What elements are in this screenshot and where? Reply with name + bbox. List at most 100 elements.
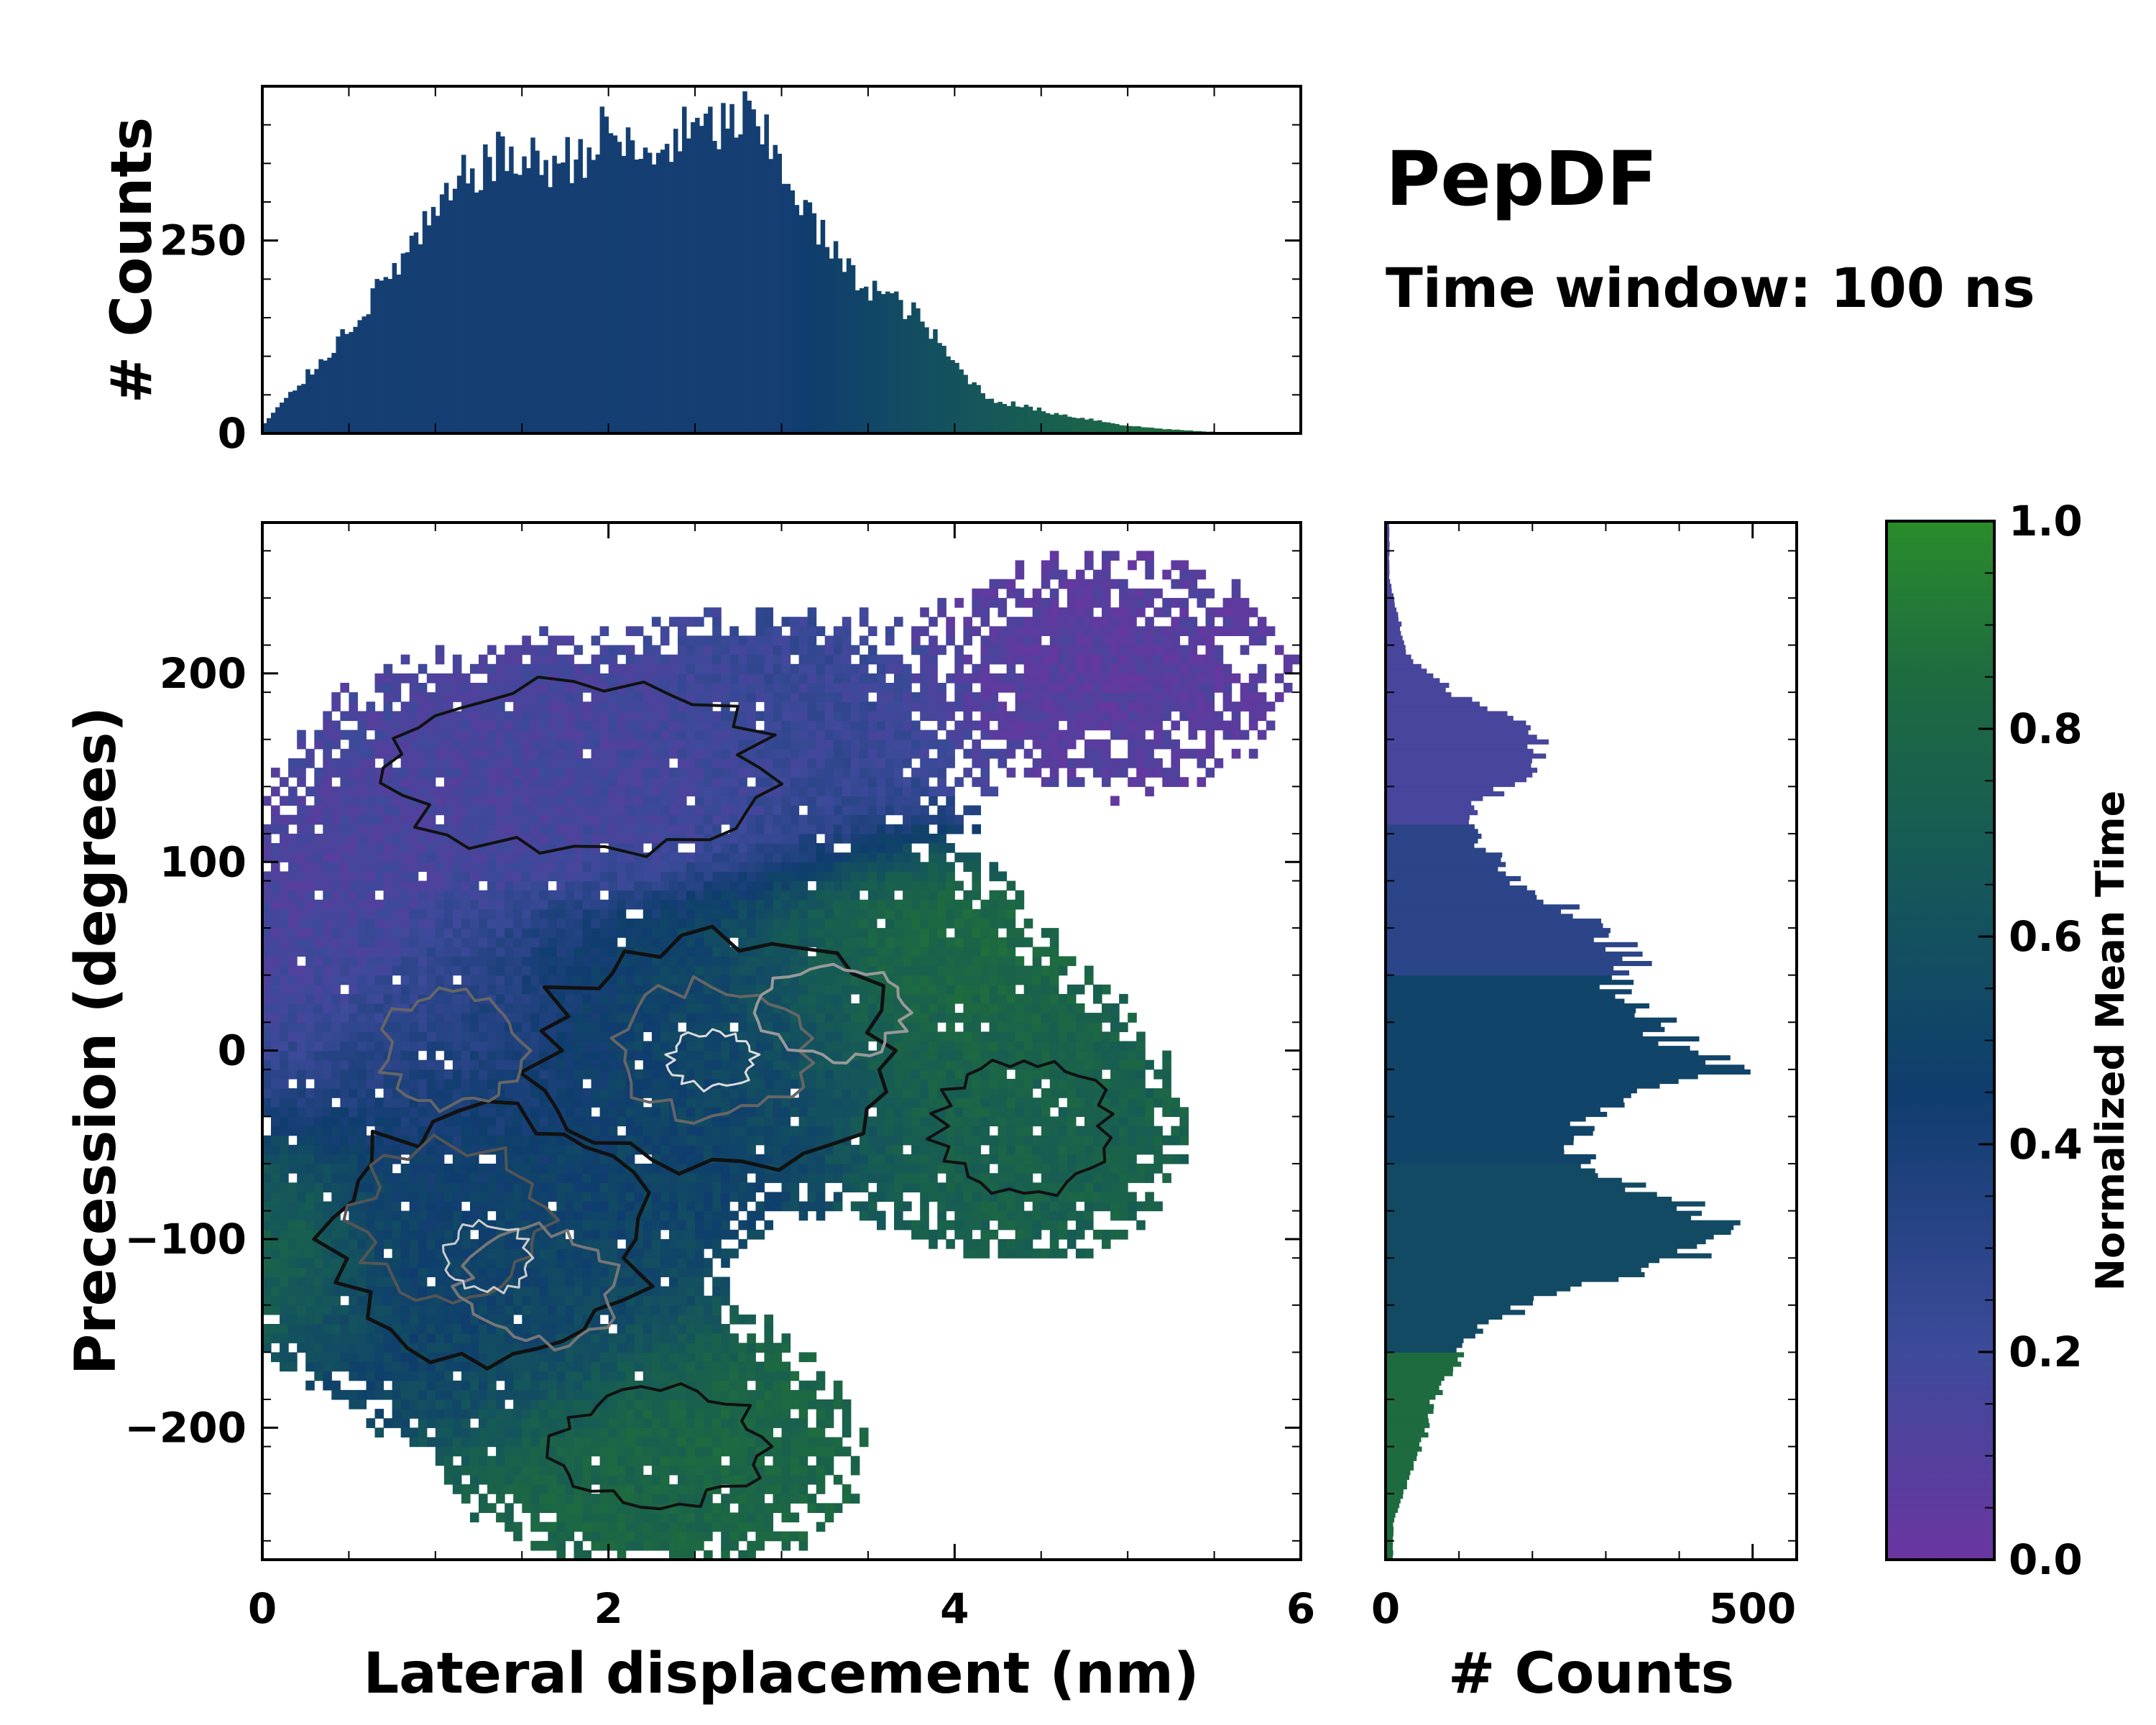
- heatmap-cell: [1015, 1013, 1025, 1023]
- heatmap-cell: [443, 956, 453, 967]
- heatmap-cell: [297, 1107, 306, 1117]
- heatmap-cell: [331, 1229, 341, 1240]
- heatmap-cell: [357, 937, 367, 947]
- heatmap-cell: [383, 1352, 393, 1363]
- heatmap-cell: [790, 1192, 800, 1202]
- heatmap-cell: [505, 1409, 514, 1419]
- heatmap-cell: [1015, 1098, 1025, 1108]
- heatmap-cell: [608, 1079, 618, 1089]
- heatmap-cell: [461, 1437, 471, 1448]
- heatmap-cell: [1006, 1013, 1016, 1023]
- heatmap-cell: [487, 1352, 497, 1363]
- heatmap-cell: [280, 1276, 289, 1287]
- heatmap-cell: [288, 965, 298, 976]
- heatmap-cell: [599, 1409, 609, 1419]
- heatmap-cell: [704, 937, 713, 947]
- heatmap-cell: [807, 1107, 817, 1117]
- heatmap-cell: [479, 1380, 488, 1391]
- heatmap-cell: [1023, 1107, 1033, 1117]
- heatmap-cell: [859, 1182, 869, 1192]
- heatmap-cell: [505, 1446, 514, 1457]
- heatmap-cell: [695, 1361, 704, 1372]
- heatmap-cell: [781, 947, 791, 957]
- heatmap-cell: [513, 1295, 522, 1306]
- heatmap-cell: [479, 1210, 488, 1221]
- heatmap-cell: [297, 1059, 306, 1070]
- heatmap-cell: [1145, 1116, 1154, 1127]
- top-histogram-bar: [466, 183, 471, 433]
- heatmap-cell: [548, 1352, 557, 1363]
- heatmap-cell: [608, 1229, 618, 1240]
- heatmap-cell: [435, 1418, 445, 1428]
- heatmap-cell: [747, 1079, 756, 1089]
- heatmap-cell: [790, 1059, 800, 1070]
- heatmap-cell: [669, 975, 678, 985]
- heatmap-cell: [435, 1220, 445, 1230]
- heatmap-cell: [634, 1050, 644, 1061]
- top-histogram-bar: [811, 213, 817, 433]
- heatmap-cell: [764, 1380, 773, 1391]
- heatmap-cell: [409, 1437, 419, 1448]
- top-histogram-bars: [262, 91, 1267, 434]
- heatmap-cell: [747, 1126, 756, 1136]
- heatmap-cell: [911, 1107, 921, 1117]
- heatmap-cell: [807, 1041, 817, 1052]
- heatmap-cell: [867, 1116, 877, 1127]
- heatmap-cell: [669, 1286, 678, 1297]
- heatmap-cell: [625, 1455, 635, 1466]
- heatmap-cell: [842, 937, 852, 947]
- heatmap-cell: [400, 1399, 410, 1409]
- heatmap-cell: [634, 1069, 644, 1080]
- heatmap-cell: [470, 1126, 479, 1136]
- heatmap-cell: [695, 1522, 704, 1532]
- heatmap-cell: [461, 1333, 471, 1343]
- heatmap-cell: [859, 1059, 869, 1070]
- heatmap-cell: [946, 956, 955, 967]
- heatmap-cell: [470, 1107, 479, 1117]
- heatmap-cell: [573, 1361, 584, 1372]
- heatmap-cell: [426, 1239, 436, 1249]
- heatmap-cell: [712, 1324, 722, 1334]
- heatmap-cell: [400, 984, 410, 995]
- heatmap-cell: [1032, 1022, 1042, 1032]
- heatmap-cell: [331, 1333, 341, 1343]
- heatmap-cell: [461, 1173, 471, 1183]
- heatmap-cell: [548, 1380, 557, 1391]
- heatmap-cell: [807, 1098, 817, 1108]
- heatmap-cell: [651, 1465, 661, 1476]
- heatmap-cell: [357, 1239, 367, 1249]
- heatmap-cell: [695, 1069, 704, 1080]
- heatmap-cell: [461, 1324, 471, 1334]
- heatmap-cell: [262, 1305, 272, 1315]
- top-histogram-bar: [854, 290, 860, 433]
- heatmap-cell: [522, 965, 531, 976]
- heatmap-cell: [608, 956, 618, 967]
- heatmap-cell: [1015, 1116, 1025, 1127]
- heatmap-cell: [487, 1399, 497, 1409]
- heatmap-cell: [894, 947, 903, 957]
- heatmap-cell: [824, 993, 834, 1004]
- heatmap-cell: [280, 1314, 289, 1325]
- heatmap-cell: [1110, 1201, 1120, 1212]
- heatmap-cell: [608, 1371, 618, 1381]
- heatmap-cell: [487, 1484, 497, 1494]
- heatmap-cell: [712, 1295, 722, 1306]
- heatmap-cell: [443, 1371, 453, 1381]
- heatmap-cell: [565, 1437, 575, 1448]
- heatmap-cell: [686, 1239, 696, 1249]
- figure-subtitle: Time window: 100 ns: [1386, 256, 2035, 320]
- heatmap-cell: [539, 1474, 548, 1485]
- heatmap-cell: [443, 1474, 453, 1485]
- heatmap-cell: [729, 1455, 739, 1466]
- heatmap-cell: [400, 1389, 410, 1400]
- heatmap-cell: [522, 1324, 531, 1334]
- heatmap-cell: [729, 1418, 739, 1428]
- heatmap-cell: [582, 1333, 592, 1343]
- top-histogram-bar: [617, 142, 622, 434]
- heatmap-cell: [686, 1229, 696, 1240]
- heatmap-cell: [479, 1399, 488, 1409]
- heatmap-cell: [280, 1210, 289, 1221]
- heatmap-cell: [505, 1484, 514, 1494]
- heatmap-cell: [452, 1182, 462, 1192]
- heatmap-cell: [894, 1192, 903, 1202]
